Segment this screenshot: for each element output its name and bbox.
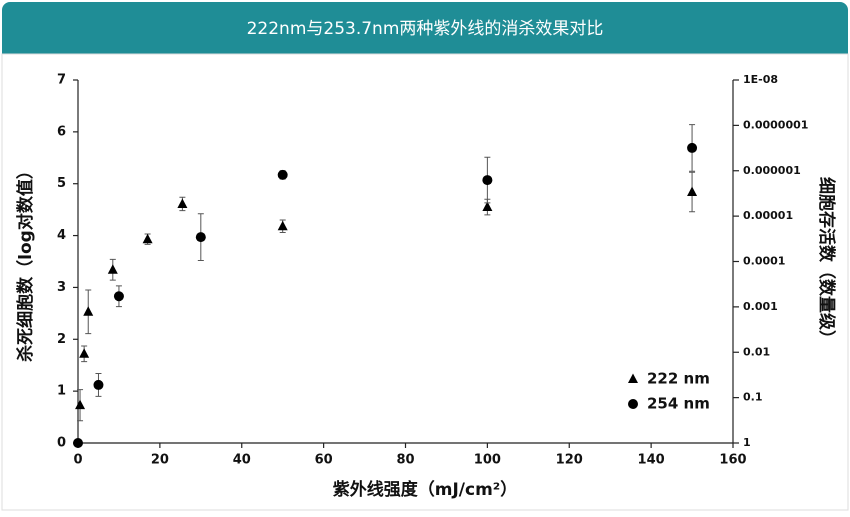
x-tick-label: 120 xyxy=(556,453,583,468)
x-tick-label: 40 xyxy=(233,453,251,468)
header-bar xyxy=(2,2,848,54)
marker-circle xyxy=(113,291,124,302)
y2-tick-label: 0.001 xyxy=(743,300,778,313)
y2-axis-title: 细胞存活数（数量级） xyxy=(816,177,837,347)
marker-triangle xyxy=(628,373,638,383)
marker-triangle xyxy=(142,233,153,244)
marker-circle xyxy=(277,169,288,180)
y2-tick-label: 0.0000001 xyxy=(743,118,808,131)
marker-circle xyxy=(628,399,638,409)
marker-triangle xyxy=(107,264,118,274)
marker-triangle xyxy=(83,306,94,316)
marker-circle xyxy=(195,232,206,243)
x-tick-label: 0 xyxy=(73,453,82,468)
marker-triangle xyxy=(687,186,698,197)
x-tick-label: 80 xyxy=(396,453,414,468)
marker-triangle xyxy=(177,198,188,208)
y-tick-label: 1 xyxy=(57,384,66,399)
x-axis-title: 紫外线强度（mJ/cm²） xyxy=(333,479,518,500)
y-tick-label: 3 xyxy=(57,280,66,295)
y-tick-label: 6 xyxy=(57,124,66,139)
panel xyxy=(1,53,849,511)
x-tick-label: 160 xyxy=(719,453,746,468)
y-tick-label: 2 xyxy=(57,332,66,347)
x-tick-label: 20 xyxy=(151,453,169,468)
legend-label: 254 nm xyxy=(647,395,710,413)
y2-tick-label: 0.01 xyxy=(743,345,770,358)
marker-triangle xyxy=(482,201,493,212)
marker-triangle xyxy=(75,399,86,410)
x-tick-label: 60 xyxy=(315,453,333,468)
marker-circle xyxy=(93,379,104,390)
y2-tick-label: 0.1 xyxy=(743,391,763,404)
marker-triangle xyxy=(79,348,90,358)
y2-tick-label: 0.00001 xyxy=(743,209,793,222)
marker-circle xyxy=(482,175,493,186)
y2-tick-label: 0.000001 xyxy=(743,164,801,177)
legend-label: 222 nm xyxy=(647,370,710,388)
x-tick-label: 100 xyxy=(474,453,501,468)
y2-tick-label: 1E-08 xyxy=(743,73,778,86)
y-tick-label: 7 xyxy=(57,73,66,88)
y2-tick-label: 1 xyxy=(743,436,751,449)
y-tick-label: 4 xyxy=(57,228,66,243)
marker-circle xyxy=(73,438,83,448)
y-axis-title: 杀死细胞数（log对数值） xyxy=(15,162,36,362)
y-tick-label: 0 xyxy=(57,436,66,451)
x-tick-label: 140 xyxy=(638,453,665,468)
chart-title: 222nm与253.7nm两种紫外线的消杀效果对比 xyxy=(247,19,604,39)
marker-circle xyxy=(687,142,698,153)
y-tick-label: 5 xyxy=(57,176,66,191)
y2-tick-label: 0.0001 xyxy=(743,255,785,268)
marker-triangle xyxy=(277,220,288,231)
